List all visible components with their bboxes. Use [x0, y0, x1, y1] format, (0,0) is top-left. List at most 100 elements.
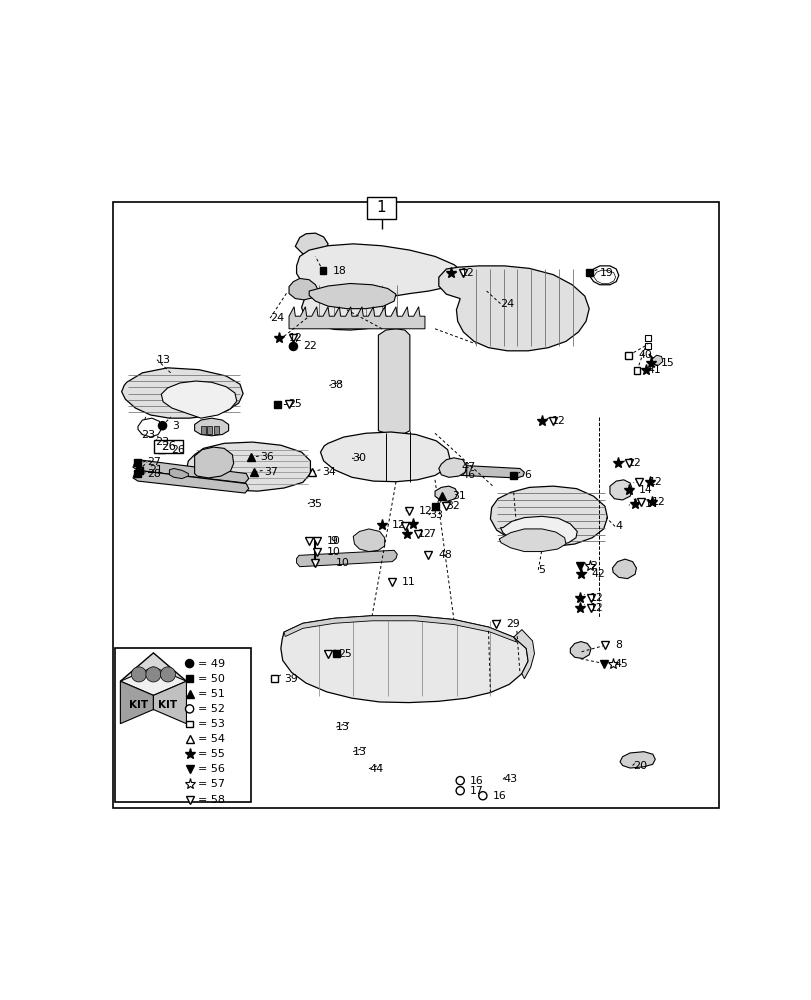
- Circle shape: [456, 787, 464, 795]
- Bar: [271, 675, 277, 682]
- Text: KIT: KIT: [158, 700, 178, 710]
- Text: 12: 12: [589, 593, 603, 603]
- Text: 2: 2: [589, 561, 596, 571]
- Text: = 49: = 49: [198, 659, 225, 669]
- Text: = 57: = 57: [198, 779, 225, 789]
- Text: 25: 25: [287, 399, 301, 409]
- Polygon shape: [169, 469, 188, 479]
- Text: 12: 12: [289, 333, 303, 343]
- Text: 12: 12: [648, 477, 662, 487]
- Polygon shape: [620, 752, 654, 768]
- Polygon shape: [296, 244, 463, 330]
- Circle shape: [146, 667, 161, 682]
- Text: 23: 23: [156, 437, 169, 447]
- Text: 4: 4: [614, 521, 621, 531]
- Polygon shape: [611, 559, 636, 579]
- Bar: [509, 472, 517, 479]
- Text: 11: 11: [401, 577, 415, 587]
- Text: 24: 24: [270, 313, 284, 323]
- Text: 10: 10: [326, 547, 341, 557]
- Text: 1: 1: [376, 200, 386, 215]
- Text: 12: 12: [650, 497, 664, 507]
- Polygon shape: [609, 480, 632, 500]
- Polygon shape: [490, 486, 607, 547]
- Text: = 50: = 50: [198, 674, 225, 684]
- Bar: [115, 648, 251, 802]
- Text: 32: 32: [445, 501, 459, 511]
- Text: 14: 14: [638, 485, 652, 495]
- Text: = 52: = 52: [198, 704, 225, 714]
- Polygon shape: [569, 642, 590, 659]
- Text: 17: 17: [470, 786, 483, 796]
- Text: 41: 41: [646, 365, 660, 375]
- Text: 36: 36: [260, 452, 274, 462]
- Text: 12: 12: [551, 416, 565, 426]
- Bar: [431, 503, 439, 510]
- Text: 22: 22: [303, 341, 317, 351]
- Polygon shape: [438, 458, 466, 477]
- Polygon shape: [133, 470, 248, 493]
- Bar: [213, 426, 218, 434]
- Polygon shape: [122, 368, 242, 418]
- Text: 35: 35: [307, 499, 321, 509]
- Polygon shape: [195, 447, 234, 478]
- Text: 43: 43: [502, 774, 517, 784]
- Circle shape: [131, 667, 146, 682]
- Polygon shape: [295, 233, 328, 255]
- Polygon shape: [289, 307, 424, 329]
- Text: 48: 48: [438, 550, 452, 560]
- Polygon shape: [438, 266, 589, 351]
- Text: 45: 45: [614, 659, 628, 669]
- Polygon shape: [309, 283, 396, 309]
- Polygon shape: [153, 681, 187, 724]
- Text: 12: 12: [589, 603, 603, 613]
- Text: 6: 6: [523, 470, 530, 480]
- Polygon shape: [138, 418, 161, 437]
- Text: 5: 5: [538, 565, 544, 575]
- Text: 24: 24: [500, 299, 514, 309]
- Circle shape: [185, 659, 194, 668]
- Polygon shape: [195, 418, 229, 436]
- Bar: [135, 467, 143, 474]
- Bar: [207, 426, 212, 434]
- Text: 9: 9: [329, 536, 337, 546]
- Polygon shape: [456, 465, 524, 478]
- Text: 23: 23: [141, 430, 155, 440]
- Text: 15: 15: [660, 358, 674, 368]
- Polygon shape: [187, 442, 310, 491]
- Polygon shape: [650, 355, 662, 365]
- Polygon shape: [499, 529, 565, 552]
- Bar: [633, 367, 640, 374]
- Text: = 55: = 55: [198, 749, 225, 759]
- Polygon shape: [289, 278, 318, 300]
- Polygon shape: [120, 653, 187, 710]
- Polygon shape: [161, 381, 237, 418]
- Text: 12: 12: [627, 458, 641, 468]
- Circle shape: [478, 792, 487, 800]
- Circle shape: [289, 342, 297, 351]
- Text: 18: 18: [333, 266, 346, 276]
- Text: 7: 7: [427, 529, 435, 539]
- Bar: [274, 401, 281, 408]
- Bar: [644, 343, 650, 349]
- Text: 21: 21: [149, 465, 163, 475]
- Text: 26: 26: [171, 445, 185, 455]
- Text: 47: 47: [461, 462, 475, 472]
- Bar: [644, 335, 650, 341]
- Text: 12: 12: [461, 268, 474, 278]
- Text: 27: 27: [148, 457, 161, 467]
- Text: 29: 29: [505, 619, 519, 629]
- Bar: [367, 197, 396, 219]
- Bar: [624, 352, 632, 359]
- Text: 31: 31: [452, 491, 466, 501]
- Bar: [333, 650, 340, 657]
- Text: = 54: = 54: [198, 734, 225, 744]
- Circle shape: [185, 705, 194, 713]
- Polygon shape: [284, 616, 517, 642]
- Text: 13: 13: [157, 355, 170, 365]
- Polygon shape: [500, 516, 577, 546]
- Text: = 58: = 58: [198, 795, 225, 805]
- Text: 13: 13: [353, 747, 367, 757]
- Text: 20: 20: [632, 761, 646, 771]
- Text: 8: 8: [614, 640, 621, 650]
